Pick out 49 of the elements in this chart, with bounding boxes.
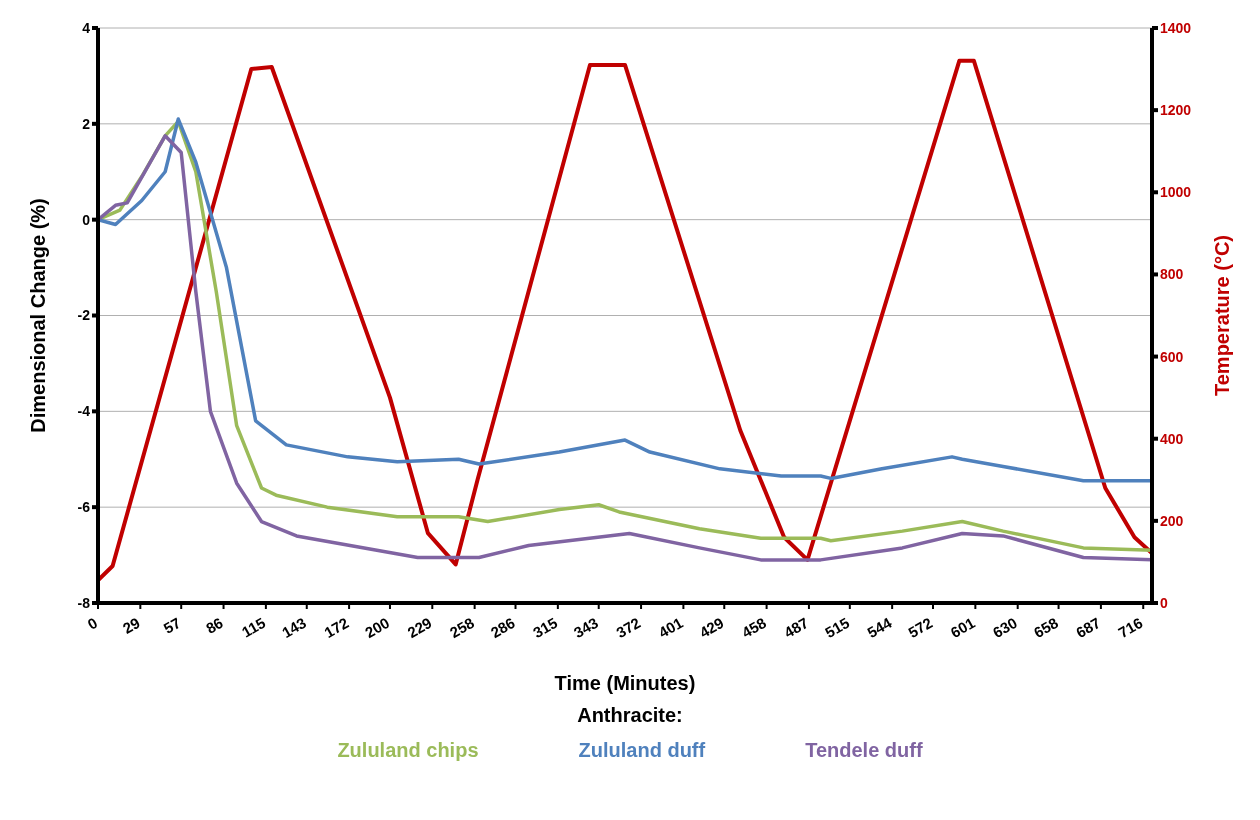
- x-tick-label: 229: [404, 613, 435, 642]
- x-tick-label: 143: [278, 613, 310, 642]
- y-tick-label: 2: [82, 115, 91, 132]
- x-tick-label: 487: [781, 613, 812, 642]
- x-tick-label: 258: [446, 613, 477, 642]
- y2-tick-label: 1400: [1160, 19, 1192, 36]
- y-tick-label: -2: [77, 307, 91, 324]
- x-tick-label: 658: [1030, 613, 1061, 642]
- y2-tick-label: 200: [1160, 512, 1184, 529]
- y-tick-label: -6: [77, 499, 91, 516]
- y-tick-label: 4: [82, 19, 91, 36]
- x-tick-label: 601: [947, 613, 978, 642]
- x-tick-label: 372: [613, 613, 644, 642]
- x-tick-label: 286: [487, 613, 518, 642]
- x-tick-label: 630: [989, 613, 1020, 642]
- y-tick-label: -8: [77, 594, 91, 611]
- text: Zululand chips: [337, 739, 479, 762]
- x-tick-label: 572: [905, 613, 936, 642]
- x-tick-label: 343: [570, 613, 602, 642]
- x-tick-label: 200: [362, 613, 393, 642]
- legend-title: Anthracite:: [576, 704, 684, 727]
- y-tick-label: 0: [82, 211, 91, 228]
- text: Zululand duff: [578, 739, 706, 762]
- x-tick-label: 57: [160, 613, 184, 637]
- x-tick-label: 315: [529, 613, 561, 642]
- line-series: [98, 58, 1152, 583]
- x-tick-label: 515: [821, 613, 853, 642]
- y2-tick-label: 1200: [1160, 102, 1192, 119]
- y2-tick-label: 600: [1160, 348, 1184, 365]
- x-tick-label: 544: [864, 613, 896, 642]
- line-series: [98, 117, 1152, 483]
- y2-tick-label: 800: [1160, 266, 1184, 283]
- y2-axis-title: Temperature (°C): [1211, 235, 1234, 396]
- x-axis-title: Time (Minutes): [554, 672, 696, 694]
- x-tick-label: 401: [655, 613, 686, 642]
- x-tick-label: 429: [696, 613, 727, 642]
- x-tick-label: 115: [238, 613, 269, 641]
- y-axis-title: Dimensional Change (%): [27, 198, 50, 433]
- y2-tick-label: 400: [1160, 430, 1184, 447]
- x-tick-label: 86: [202, 613, 226, 637]
- y-tick-label: -4: [77, 403, 91, 420]
- x-tick-label: 172: [321, 613, 352, 642]
- x-tick-label: 716: [1115, 613, 1146, 642]
- x-tick-label: 29: [119, 613, 143, 637]
- y2-tick-label: 0: [1160, 594, 1168, 611]
- x-tick-label: 687: [1073, 613, 1104, 642]
- y2-tick-label: 1000: [1160, 184, 1192, 201]
- x-tick-label: 458: [738, 613, 769, 642]
- text: Tendele duff: [805, 739, 923, 762]
